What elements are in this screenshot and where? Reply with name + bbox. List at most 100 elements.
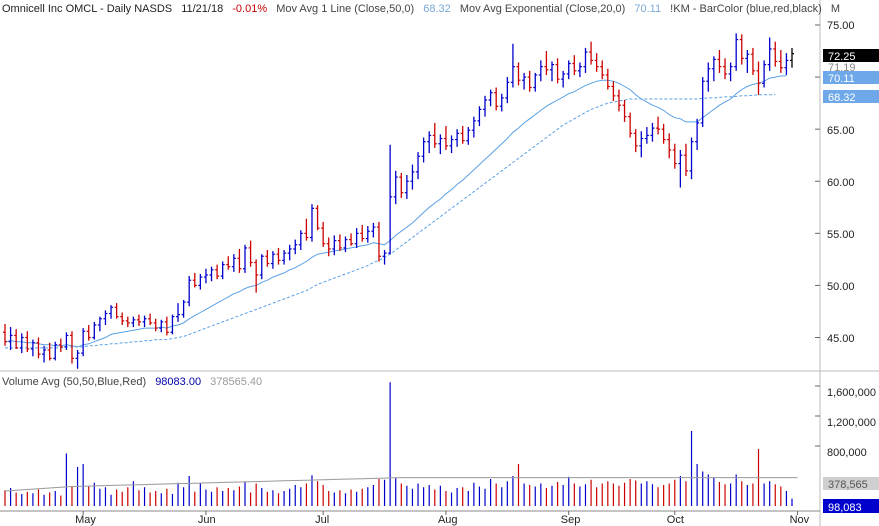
date-label: 11/21/18 [181,3,223,15]
price-bar [365,226,370,243]
price-bar [343,236,348,253]
price-bar [538,60,543,82]
volume-tick: 800,000 [827,447,867,459]
price-bars [3,33,794,369]
price-bar [773,41,778,67]
price-bar [717,50,722,73]
change-label: -0.01% [232,3,267,15]
price-bar [142,315,147,328]
price-bar [209,266,214,282]
price-bar [153,318,158,332]
price-bar [321,221,326,247]
time-label: May [75,514,96,526]
ema-price-label: 70.11 [828,73,855,85]
price-bar [3,323,7,346]
price-bar [510,43,515,88]
volume-value: 98083.00 [155,376,201,388]
more-label: M [831,3,840,15]
volume-tick: 1,200,000 [827,417,876,429]
header-text: Omnicell Inc OMCL - Daily NASDS 11/21/18… [2,3,840,15]
price-bar [605,68,610,90]
price-bar [432,122,437,148]
price-bar [298,230,303,250]
time-label: Sep [561,514,581,526]
price-tick: 50.00 [827,281,855,293]
price-bar [226,256,231,270]
moving-averages [4,75,787,349]
price-bar [706,62,711,92]
price-bar [695,118,700,150]
time-label: Jun [198,514,216,526]
price-bar [86,325,91,341]
price-bar [700,77,705,128]
price-bar [237,248,242,273]
price-bar [739,34,744,65]
price-bar [69,331,74,364]
price-bar [767,37,772,71]
price-bar [488,89,493,107]
price-bar [421,137,426,163]
price-bar [460,126,465,144]
price-bar [499,93,504,112]
price-bar [354,228,359,248]
price-bar [19,333,24,354]
ema-20-line [4,75,787,348]
price-bar [388,144,393,255]
price-bar [25,331,30,353]
price-bar [170,314,175,335]
price-bar [176,303,181,322]
price-bar [114,303,119,319]
price-bar [683,143,688,177]
price-bar [577,62,582,78]
volume-avg-box [823,477,879,490]
sma-value: 68.32 [423,3,451,15]
volume-last-box [823,499,879,513]
price-bar [64,332,69,350]
volume-tick: 1,600,000 [827,387,876,399]
price-bar [248,240,253,267]
price-bar [404,175,409,199]
price-bar [337,234,342,252]
price-bar [382,250,387,265]
price-bar [611,81,616,102]
price-bar [477,106,482,127]
price-bar [756,61,761,95]
price-bar [650,122,655,142]
price-gridlines [0,24,820,338]
price-bar [778,50,783,73]
price-bar [159,319,164,333]
volume-last-label: 98,083 [828,502,862,514]
price-bar [287,244,292,261]
price-bar [443,126,448,150]
price-bar [455,129,460,147]
price-bar [410,164,415,190]
price-bar [103,310,108,325]
price-bar [566,60,571,80]
price-bar [483,95,488,117]
price-bar [148,313,153,325]
price-bar [639,131,644,158]
price-tick: 45.00 [827,333,855,345]
price-bar [109,305,114,319]
sma-label: Mov Avg 1 Line (Close,50,0) [276,3,414,15]
price-bar [36,337,41,359]
price-bar [594,53,599,72]
price-bar [304,218,309,241]
price-bar [745,50,750,73]
price-bar [784,53,789,75]
price-bar [427,131,432,154]
time-label: Nov [790,514,810,526]
ema-price-box [823,71,879,84]
ema-label: Mov Avg Exponential (Close,20,0) [460,3,626,15]
price-bar [711,56,716,82]
price-axis: 75.00 65.00 60.00 55.00 50.00 45.00 [827,20,855,345]
price-bar [656,116,661,135]
price-bar [790,47,794,68]
price-bar [58,338,63,353]
price-bar [667,133,672,159]
symbol-title: Omnicell Inc OMCL - Daily NASDS [2,3,172,15]
price-bar [203,268,208,284]
price-bar [555,58,560,84]
price-bar [53,341,58,361]
